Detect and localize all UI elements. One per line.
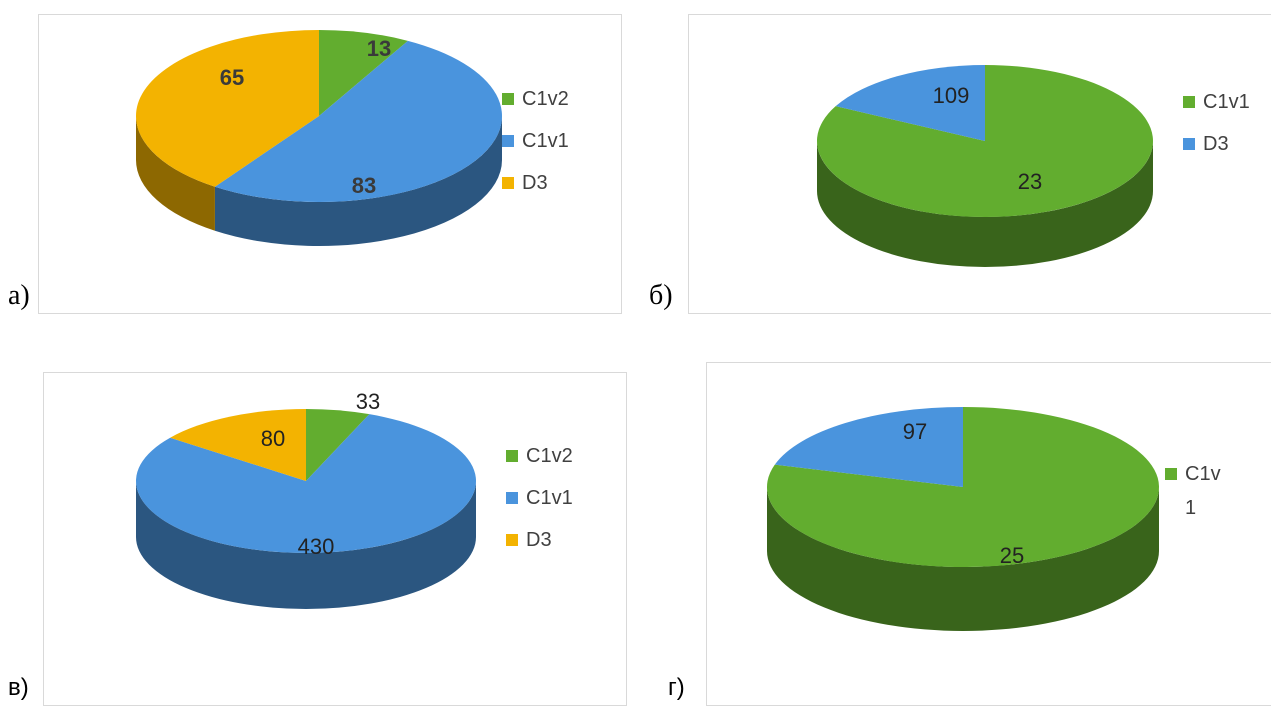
chart-panel-d: 97 25 C1v1 [706, 362, 1271, 706]
legend-d: C1v1 [1165, 463, 1229, 545]
legend-item-c1v2: C1v2 [506, 445, 573, 467]
chart-panel-b: 109 23 C1v1 D3 [688, 14, 1271, 314]
legend-label: C1v2 [522, 88, 569, 110]
legend-label: C1v1 [522, 130, 569, 152]
legend-swatch [1183, 96, 1195, 108]
legend-item-d3: D3 [506, 529, 573, 551]
panel-label-c: в) [8, 674, 29, 701]
pie-slice-c1v1 [214, 40, 502, 202]
legend-item-c1v1: C1v1 [1165, 463, 1229, 525]
pie-slice-c1v2 [319, 30, 408, 116]
legend-swatch [506, 534, 518, 546]
data-label-c1v1: 430 [298, 534, 335, 559]
legend-label: C1v1 [526, 487, 573, 509]
pie-side-c1v1 [214, 116, 502, 246]
legend-item-d3: D3 [502, 172, 569, 194]
legend-swatch [506, 450, 518, 462]
pie-chart-c: 33 430 80 [136, 389, 476, 609]
legend-swatch [502, 177, 514, 189]
legend-item-c1v1: C1v1 [1183, 91, 1250, 113]
pie-side-c1v1 [767, 487, 1159, 631]
pie-slice-d3 [170, 409, 306, 481]
data-label-c1v1: 83 [352, 173, 376, 198]
pie-side-c1v1 [817, 141, 1153, 267]
pie-slice-d3 [835, 65, 985, 141]
legend-label: D3 [522, 172, 548, 194]
legend-c: C1v2 C1v1 D3 [506, 445, 573, 571]
panel-label-b: б) [649, 280, 673, 311]
legend-swatch [506, 492, 518, 504]
legend-label: C1v2 [526, 445, 573, 467]
chart-panel-c: 33 430 80 C1v2 C1v1 D3 [43, 372, 627, 706]
legend-label: C1v1 [1203, 91, 1250, 113]
pie-chart-b: 109 23 [817, 65, 1153, 267]
legend-item-c1v1: C1v1 [506, 487, 573, 509]
legend-item-c1v1: C1v1 [502, 130, 569, 152]
pie-chart-a: 13 83 65 [136, 30, 502, 246]
legend-swatch [502, 93, 514, 105]
data-label-c1v2: 33 [356, 389, 380, 414]
data-label-d3: 65 [220, 65, 244, 90]
pie-side-c1v1 [136, 481, 476, 609]
data-label-d3: 80 [261, 426, 285, 451]
legend-label: C1v1 [1185, 463, 1221, 519]
data-label-c1v2: 13 [367, 36, 391, 61]
legend-b: C1v1 D3 [1183, 91, 1250, 175]
data-label-c1v1: 97 [903, 419, 927, 444]
panel-label-a: а) [8, 280, 30, 311]
legend-swatch [1183, 138, 1195, 150]
pie-slice-d3 [136, 30, 319, 187]
data-label-c1v1: 109 [933, 83, 970, 108]
legend-label: D3 [1203, 133, 1229, 155]
legend-swatch [1165, 468, 1177, 480]
panel-label-d: г) [668, 674, 685, 701]
legend-item-d3: D3 [1183, 133, 1250, 155]
pie-chart-d: 97 25 [767, 407, 1159, 631]
legend-swatch [502, 135, 514, 147]
data-label-d3: 25 [1000, 543, 1024, 568]
legend-item-c1v2: C1v2 [502, 88, 569, 110]
data-label-d3: 23 [1018, 169, 1042, 194]
pie-slice-c1v2 [306, 409, 370, 481]
pie-side-d3 [136, 116, 215, 231]
legend-a: C1v2 C1v1 D3 [502, 88, 569, 214]
pie-slice-d3 [774, 407, 963, 487]
pie-slice-c1v1 [136, 414, 476, 553]
legend-label: D3 [526, 529, 552, 551]
chart-panel-a: 13 83 65 C1v2 C1v1 D3 [38, 14, 622, 314]
